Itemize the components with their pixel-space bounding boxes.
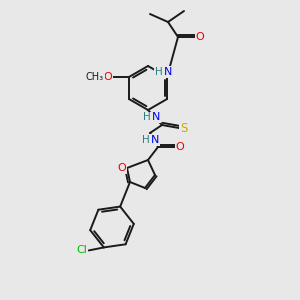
Text: H: H [143, 112, 151, 122]
Text: N: N [152, 112, 160, 122]
Text: O: O [103, 72, 112, 82]
Text: O: O [118, 163, 126, 173]
Text: S: S [180, 122, 188, 134]
Text: N: N [151, 135, 159, 145]
Text: H: H [142, 135, 150, 145]
Text: methoxy: methoxy [97, 76, 103, 77]
Text: O: O [196, 32, 204, 42]
Text: O: O [176, 142, 184, 152]
Text: Cl: Cl [76, 245, 87, 255]
Text: H: H [155, 67, 163, 77]
Text: N: N [164, 67, 172, 77]
Text: CH₃: CH₃ [86, 72, 104, 82]
